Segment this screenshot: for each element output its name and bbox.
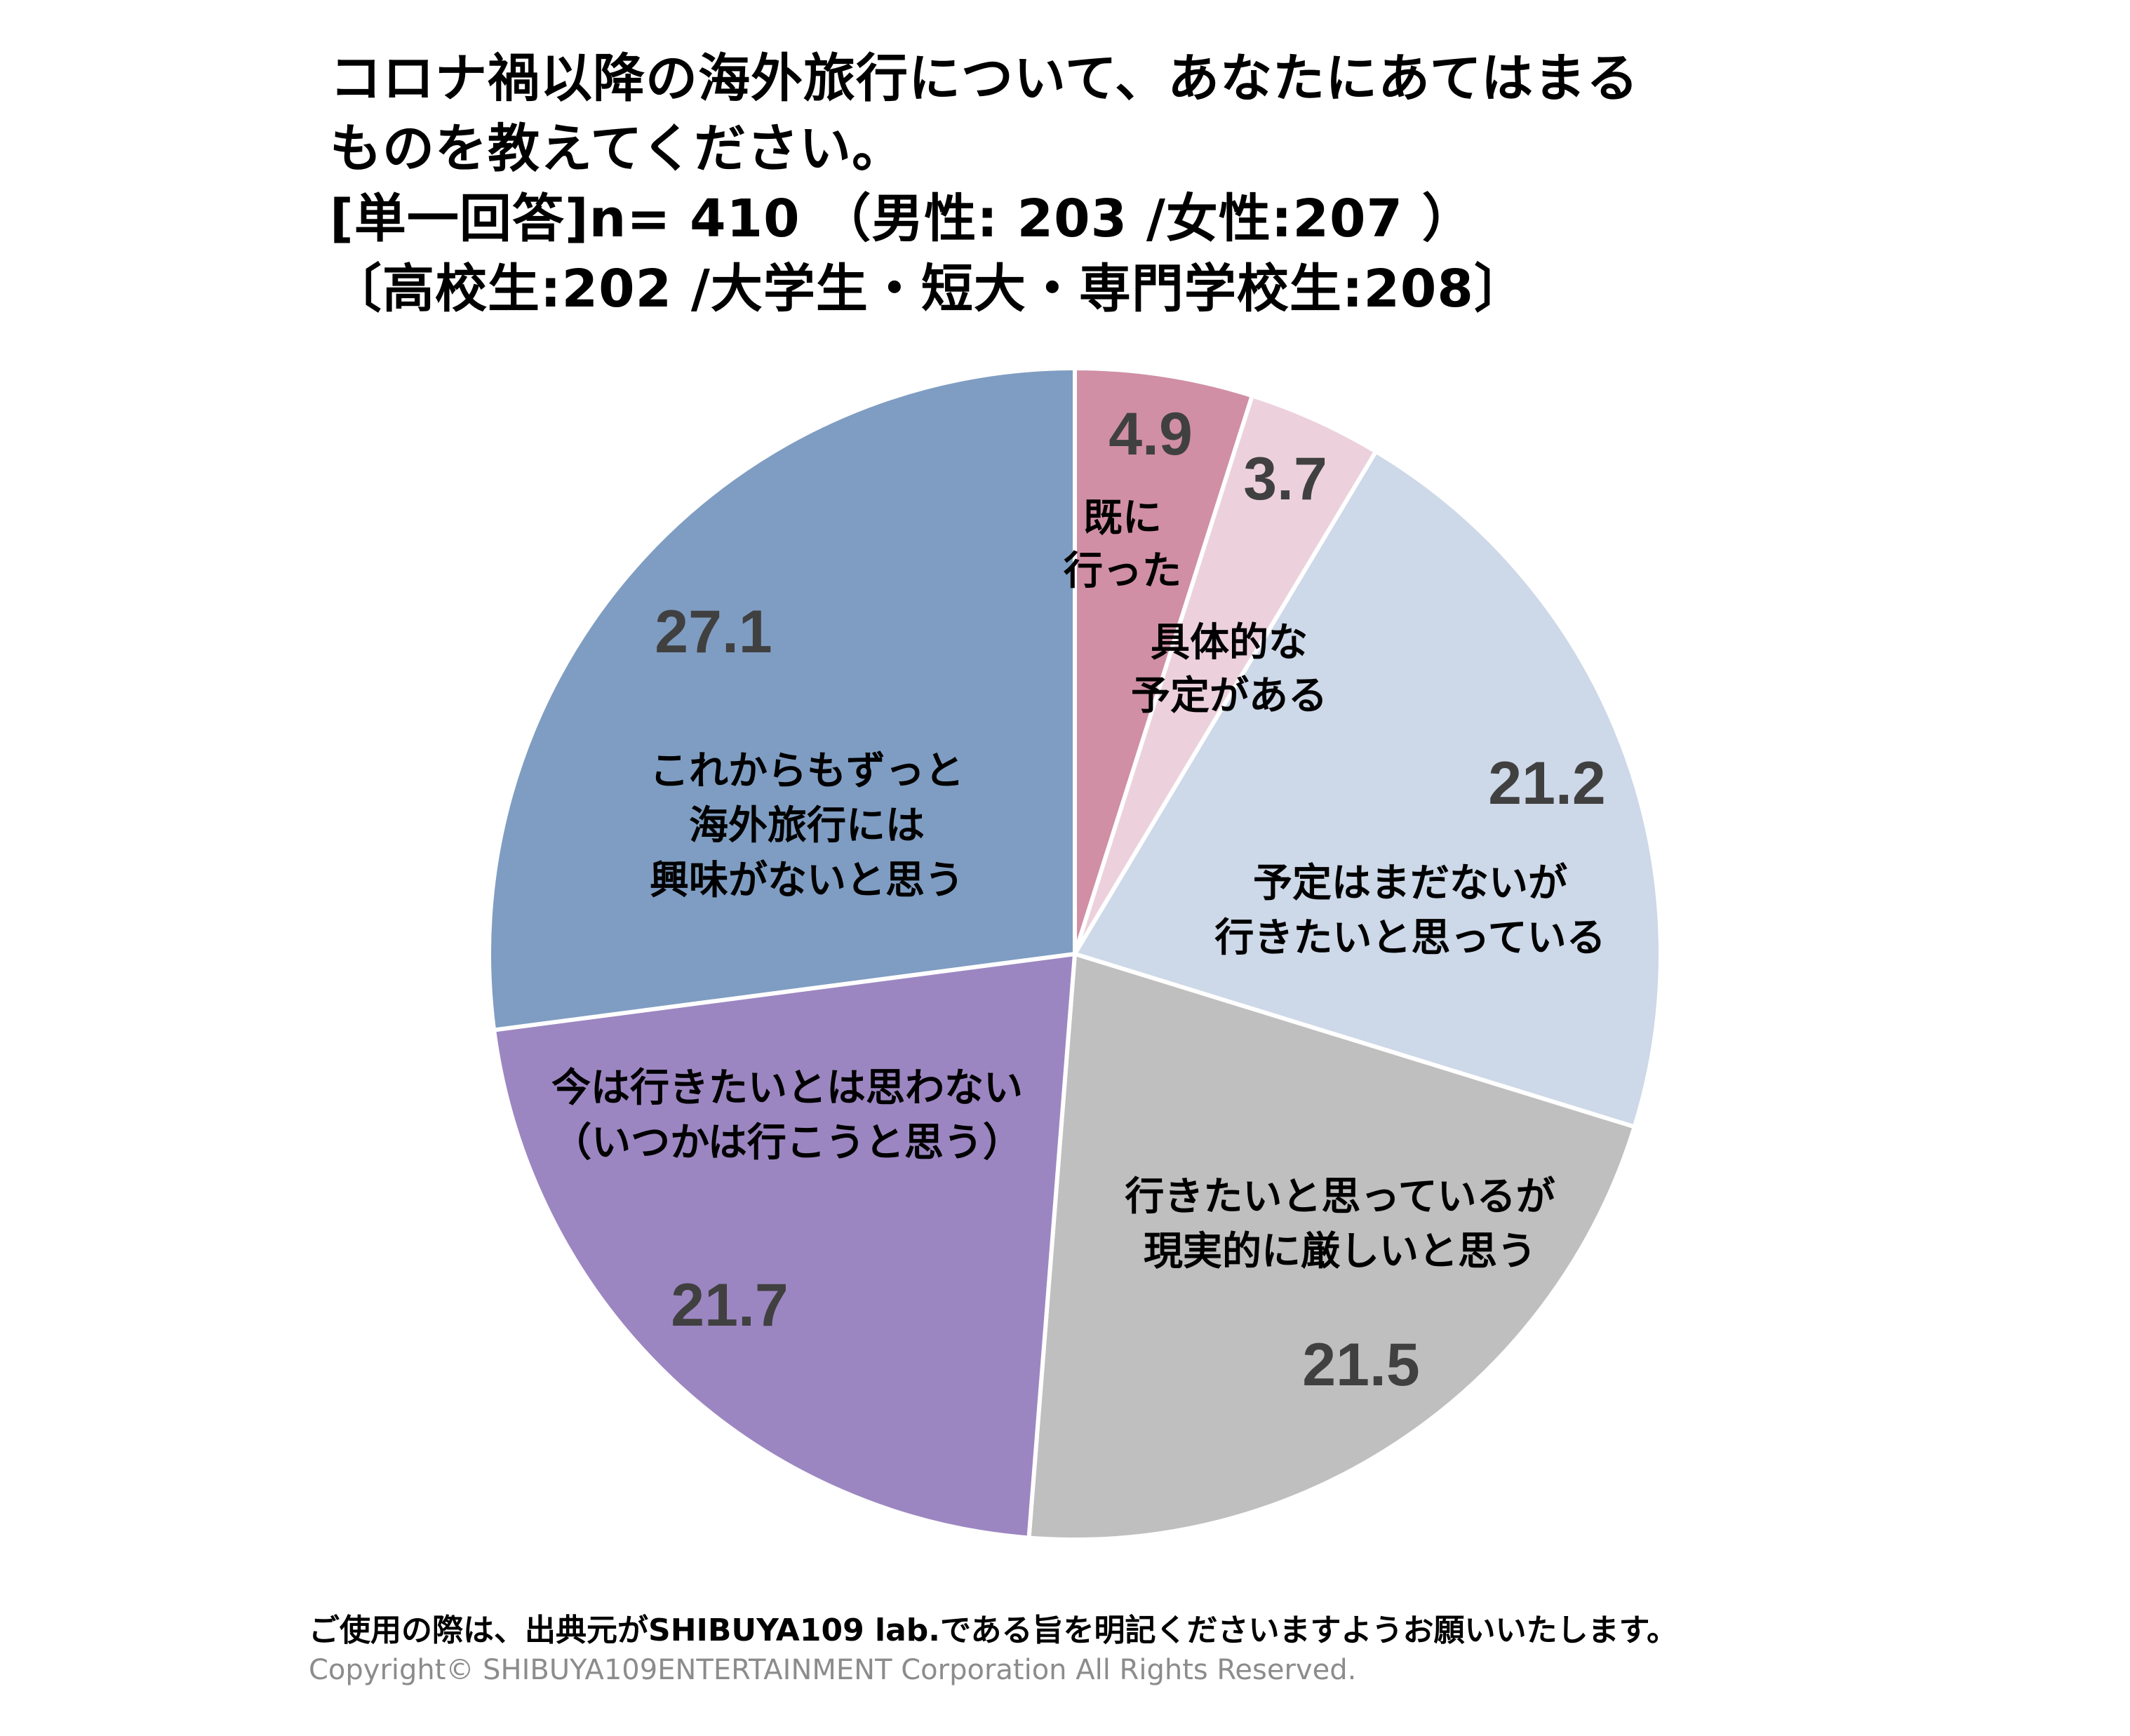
pie-slice-6 [487, 365, 1077, 1032]
slice-category-label-3-line-2: 行きたいと思っている [1214, 915, 1605, 961]
slice-category-label-4-line-1: 行きたいと思っているが [1125, 1174, 1555, 1220]
title-line-1: コロナ禍以降の海外旅行について、あなたにあてはまる [330, 48, 1640, 109]
title-line-3: [単一回答]n= 410 （男性: 203 /女性:207 ） [330, 189, 1475, 249]
title-line-2: ものを教えてください。 [330, 119, 905, 179]
chart-title: コロナ禍以降の海外旅行について、あなたにあてはまる ものを教えてください。 [単… [330, 43, 1639, 324]
slice-category-label-2-line-2: 予定がある [1131, 673, 1327, 719]
slice-value-label-1: 4.9 [1108, 401, 1193, 468]
slice-category-label-5-line-1: 今は行きたいとは思わない [551, 1065, 1023, 1111]
slice-value-label-3: 21.2 [1488, 750, 1605, 817]
pie-slice-3 [1071, 448, 1663, 1130]
pie-slice-5 [491, 951, 1078, 1540]
pie-slice-2 [1073, 393, 1379, 955]
slice-category-label-2-line-1: 具体的な [1151, 620, 1308, 666]
slice-category-label-1-line-2: 行った [1064, 549, 1181, 594]
slice-category-label-4-line-2: 現実的に厳しいと思う [1144, 1229, 1536, 1274]
usage-note: ご使用の際は、出典元がSHIBUYA109 lab.である旨を明記くださいますよ… [309, 1613, 1678, 1648]
slice-category-label-3-line-1: 予定はまだないが [1253, 861, 1567, 906]
slice-category-label-5-line-2: （いつかは行こうと思う） [552, 1120, 1022, 1166]
slice-value-label-2: 3.7 [1243, 445, 1327, 513]
slice-value-label-6: 27.1 [655, 598, 772, 666]
title-line-4: 〔高校生:202 /大学生・短大・専門学校生:208〕 [330, 259, 1527, 319]
slice-category-label-6-line-3: 興味がないと思う [650, 858, 964, 903]
slice-value-label-4: 21.5 [1302, 1331, 1419, 1399]
slice-value-label-5: 21.7 [671, 1272, 788, 1339]
copyright-text: Copyright© SHIBUYA109ENTERTAINMENT Corpo… [309, 1654, 1357, 1686]
slice-category-label-6-line-1: これからもずっと [650, 748, 964, 794]
slice-category-label-6-line-2: 海外旅行には [689, 803, 925, 849]
slice-category-label-1-line-1: 既に [1083, 495, 1162, 541]
pie-slice-4 [1026, 951, 1637, 1542]
